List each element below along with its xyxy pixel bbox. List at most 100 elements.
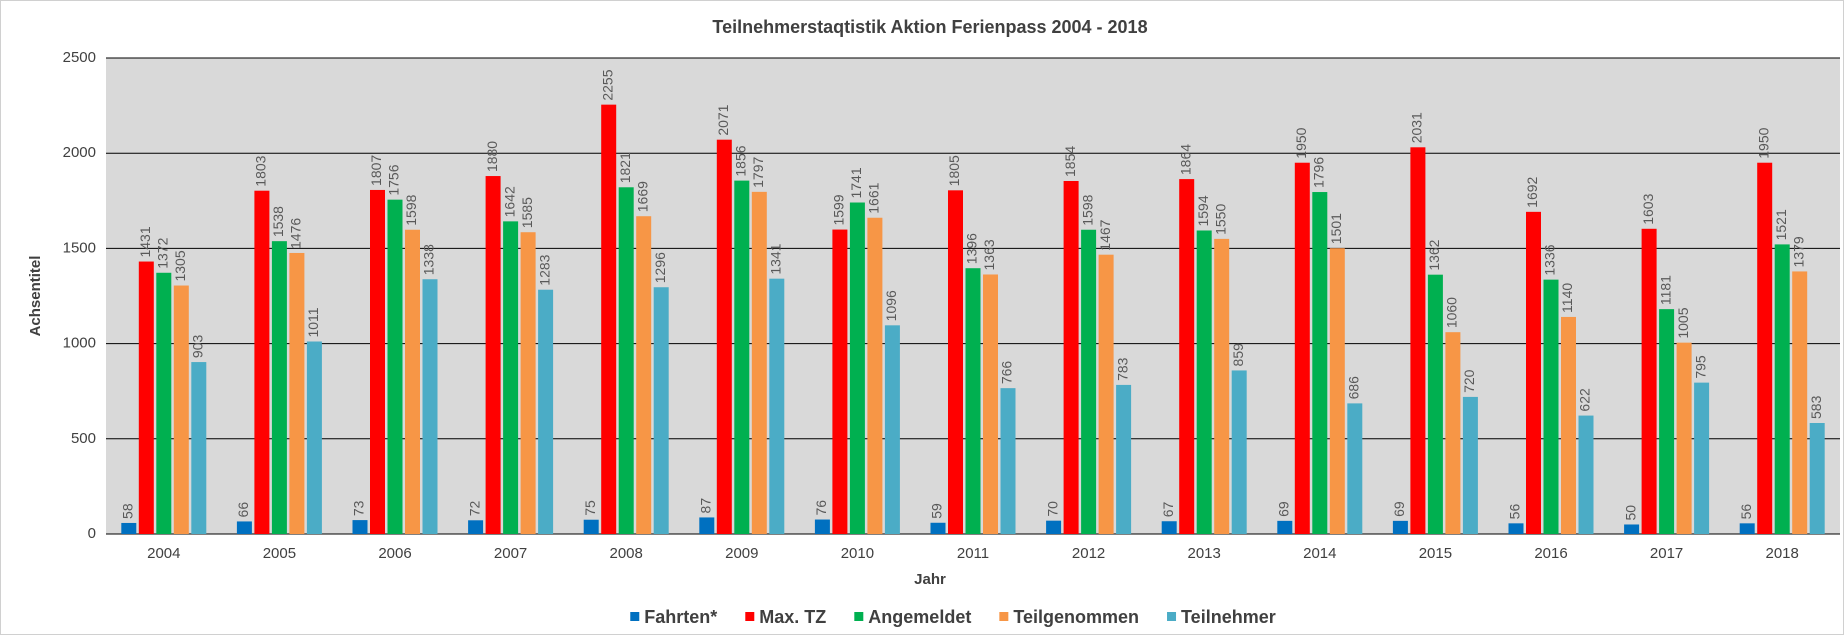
data-label: 1283 xyxy=(536,254,552,285)
data-label: 1598 xyxy=(1079,194,1095,225)
data-label: 1550 xyxy=(1212,204,1228,235)
bar xyxy=(422,279,438,534)
data-label: 56 xyxy=(1507,504,1523,520)
data-label: 686 xyxy=(1346,376,1362,400)
data-label: 69 xyxy=(1276,501,1292,517)
bar xyxy=(1561,316,1576,534)
y-tick-label: 500 xyxy=(71,430,96,447)
data-label: 1011 xyxy=(305,307,321,337)
x-tick-label: 2011 xyxy=(957,545,989,562)
bar xyxy=(1347,403,1363,534)
data-label: 1864 xyxy=(1177,144,1193,175)
data-label: 1467 xyxy=(1097,219,1113,250)
y-axis-title: Achsentitel xyxy=(27,256,44,337)
data-label: 1603 xyxy=(1640,193,1656,224)
bar xyxy=(1392,520,1408,534)
data-label: 1854 xyxy=(1062,146,1078,177)
data-label: 1476 xyxy=(288,218,304,249)
data-label: 1363 xyxy=(981,239,997,270)
bar xyxy=(520,232,536,534)
bar xyxy=(387,199,403,534)
bar xyxy=(236,521,252,534)
bar xyxy=(485,176,501,534)
bar xyxy=(1081,229,1097,535)
bar xyxy=(601,104,617,534)
data-label: 2071 xyxy=(715,104,731,135)
bar xyxy=(849,202,865,534)
data-label: 1296 xyxy=(652,252,668,283)
legend-label: Angemeldet xyxy=(868,607,971,627)
bar xyxy=(405,229,420,535)
data-label: 622 xyxy=(1577,388,1593,412)
bar xyxy=(832,229,848,534)
bar xyxy=(983,274,998,534)
data-label: 1096 xyxy=(883,290,899,321)
bar xyxy=(1410,147,1426,534)
data-label: 1379 xyxy=(1790,236,1806,267)
bar xyxy=(583,519,599,534)
data-label: 1796 xyxy=(1311,157,1327,188)
bar xyxy=(1196,230,1212,535)
y-tick-label: 2000 xyxy=(63,144,96,161)
bar xyxy=(653,287,669,534)
legend-swatch xyxy=(1167,612,1177,621)
data-label: 1501 xyxy=(1328,213,1344,244)
legend-swatch xyxy=(745,612,755,621)
data-label: 1594 xyxy=(1195,195,1211,226)
bar xyxy=(1427,274,1443,534)
data-label: 583 xyxy=(1808,395,1824,419)
data-label: 1821 xyxy=(617,152,633,183)
data-label: 1880 xyxy=(484,141,500,172)
bar xyxy=(1312,192,1328,534)
legend-swatch xyxy=(854,612,864,621)
legend-label: Teilnehmer xyxy=(1181,607,1276,627)
bar xyxy=(1161,521,1177,534)
bar xyxy=(814,519,830,534)
data-label: 76 xyxy=(813,500,829,516)
data-label: 766 xyxy=(999,361,1015,385)
y-tick-label: 1000 xyxy=(63,335,96,352)
x-tick-label: 2004 xyxy=(147,545,180,562)
data-label: 56 xyxy=(1738,504,1754,520)
bar xyxy=(618,187,634,534)
bar xyxy=(948,190,963,534)
bar xyxy=(1526,211,1541,534)
data-label: 1805 xyxy=(946,155,962,186)
bar xyxy=(930,522,946,534)
bar xyxy=(538,289,554,534)
data-label: 859 xyxy=(1230,343,1246,367)
data-label: 1741 xyxy=(848,167,864,198)
data-label: 69 xyxy=(1391,501,1407,517)
data-label: 59 xyxy=(929,503,945,519)
data-label: 720 xyxy=(1461,369,1477,393)
bar xyxy=(1063,180,1079,534)
bar xyxy=(1231,370,1247,534)
data-label: 73 xyxy=(351,500,367,516)
data-label: 1661 xyxy=(866,182,882,213)
data-label: 795 xyxy=(1692,355,1708,379)
bar xyxy=(1000,388,1016,534)
bar xyxy=(1694,382,1710,534)
x-tick-label: 2006 xyxy=(378,545,411,562)
data-label: 1396 xyxy=(964,233,980,264)
legend: Fahrten* Max. TZ Angemeldet Teilgenommen Tei… xyxy=(630,607,1276,627)
bar xyxy=(352,520,368,534)
data-label: 67 xyxy=(1160,501,1176,517)
x-tick-label: 2016 xyxy=(1534,545,1567,562)
legend-swatch xyxy=(630,612,640,621)
data-label: 1005 xyxy=(1675,307,1691,338)
bar xyxy=(289,252,305,534)
bar xyxy=(965,268,981,534)
bar xyxy=(191,362,207,534)
bar xyxy=(503,221,519,534)
data-label: 66 xyxy=(235,502,251,518)
bar xyxy=(1214,238,1230,534)
bar xyxy=(1676,342,1692,534)
x-tick-label: 2018 xyxy=(1766,545,1799,562)
data-label: 2255 xyxy=(599,69,615,100)
bar xyxy=(716,139,732,535)
data-label: 1950 xyxy=(1293,127,1309,158)
data-label: 1060 xyxy=(1444,297,1460,328)
bar xyxy=(173,285,189,534)
x-tick-label: 2015 xyxy=(1419,545,1452,562)
